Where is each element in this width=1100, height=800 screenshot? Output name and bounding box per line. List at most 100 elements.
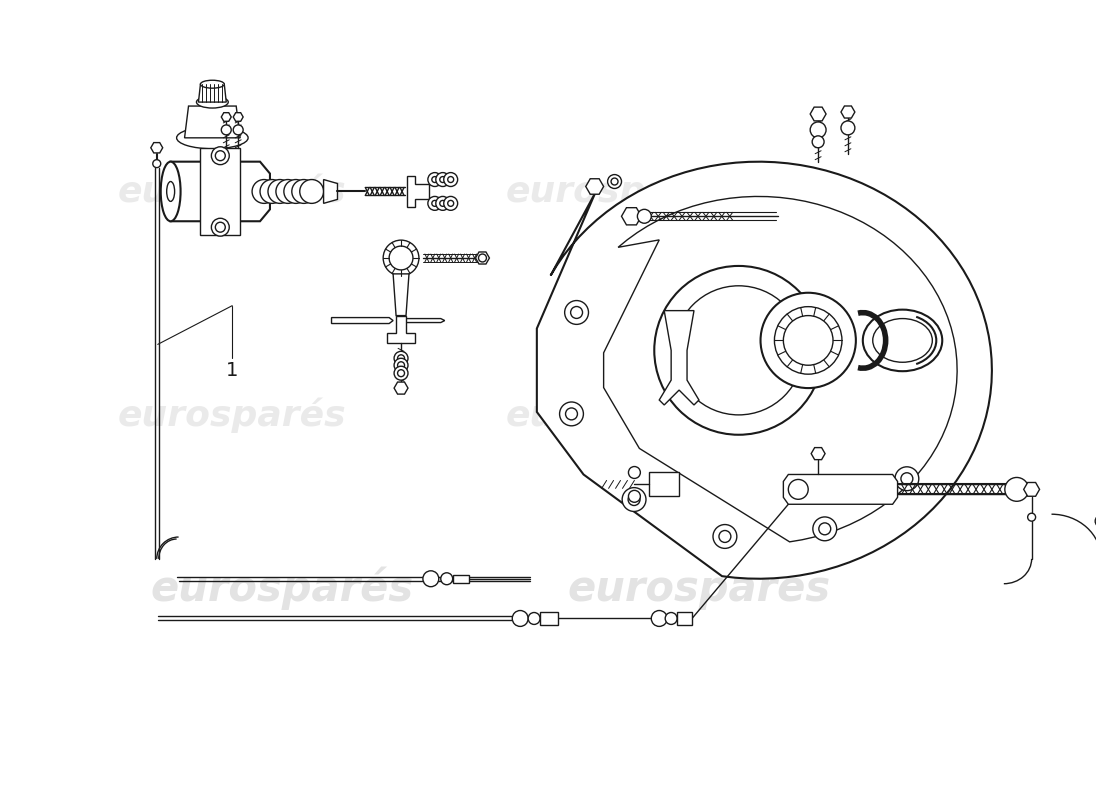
Circle shape bbox=[428, 173, 442, 186]
Circle shape bbox=[901, 473, 913, 485]
Text: eurosparés: eurosparés bbox=[568, 567, 830, 610]
Circle shape bbox=[564, 301, 589, 324]
Circle shape bbox=[397, 362, 405, 369]
Polygon shape bbox=[842, 106, 855, 118]
Bar bbox=[649, 473, 679, 496]
Circle shape bbox=[628, 490, 640, 502]
Circle shape bbox=[441, 573, 453, 585]
Circle shape bbox=[713, 525, 737, 548]
Circle shape bbox=[812, 136, 824, 148]
Circle shape bbox=[432, 200, 438, 206]
Circle shape bbox=[513, 610, 528, 626]
Text: eurosparés: eurosparés bbox=[505, 397, 734, 433]
Circle shape bbox=[789, 479, 808, 499]
Circle shape bbox=[211, 218, 229, 236]
Circle shape bbox=[666, 613, 678, 625]
Ellipse shape bbox=[161, 162, 180, 222]
Circle shape bbox=[284, 179, 308, 203]
Polygon shape bbox=[393, 274, 409, 315]
Circle shape bbox=[299, 179, 323, 203]
Circle shape bbox=[811, 122, 826, 138]
Circle shape bbox=[394, 351, 408, 366]
Circle shape bbox=[1027, 514, 1035, 521]
Polygon shape bbox=[331, 318, 393, 323]
Polygon shape bbox=[537, 162, 992, 578]
Circle shape bbox=[216, 222, 225, 232]
Text: eurosparés: eurosparés bbox=[505, 174, 734, 210]
Polygon shape bbox=[585, 178, 604, 194]
Circle shape bbox=[774, 306, 842, 374]
Circle shape bbox=[623, 488, 646, 511]
Circle shape bbox=[436, 173, 450, 186]
Circle shape bbox=[783, 315, 833, 366]
Polygon shape bbox=[475, 252, 490, 264]
Polygon shape bbox=[387, 315, 415, 343]
Circle shape bbox=[216, 150, 225, 161]
Ellipse shape bbox=[167, 182, 175, 202]
Circle shape bbox=[397, 370, 405, 377]
Circle shape bbox=[1096, 515, 1100, 527]
Circle shape bbox=[560, 402, 583, 426]
Circle shape bbox=[422, 571, 439, 586]
Polygon shape bbox=[621, 208, 641, 225]
Circle shape bbox=[612, 178, 618, 185]
Circle shape bbox=[895, 467, 918, 490]
Polygon shape bbox=[811, 107, 826, 121]
Circle shape bbox=[252, 179, 276, 203]
Circle shape bbox=[233, 125, 243, 135]
Circle shape bbox=[1004, 478, 1028, 502]
Polygon shape bbox=[233, 113, 243, 122]
Circle shape bbox=[818, 523, 830, 535]
Text: 1: 1 bbox=[226, 361, 239, 380]
Polygon shape bbox=[403, 318, 444, 322]
Circle shape bbox=[443, 197, 458, 210]
Circle shape bbox=[211, 146, 229, 165]
Polygon shape bbox=[151, 142, 163, 153]
Ellipse shape bbox=[197, 96, 229, 108]
Ellipse shape bbox=[177, 127, 249, 149]
Circle shape bbox=[394, 366, 408, 380]
Circle shape bbox=[637, 210, 651, 223]
Circle shape bbox=[440, 177, 446, 182]
Polygon shape bbox=[221, 113, 231, 122]
Circle shape bbox=[394, 358, 408, 372]
Ellipse shape bbox=[872, 318, 933, 362]
Circle shape bbox=[292, 179, 316, 203]
Circle shape bbox=[153, 160, 161, 168]
Circle shape bbox=[607, 174, 621, 189]
Text: eurosparés: eurosparés bbox=[118, 397, 346, 433]
Circle shape bbox=[651, 610, 668, 626]
Text: eurosparés: eurosparés bbox=[151, 567, 414, 610]
Circle shape bbox=[674, 286, 803, 415]
Circle shape bbox=[389, 246, 412, 270]
Circle shape bbox=[813, 517, 837, 541]
Polygon shape bbox=[185, 106, 240, 138]
Ellipse shape bbox=[862, 310, 943, 371]
Bar bbox=[540, 611, 558, 626]
Circle shape bbox=[260, 179, 284, 203]
Polygon shape bbox=[394, 382, 408, 394]
Circle shape bbox=[383, 240, 419, 276]
Polygon shape bbox=[407, 175, 429, 207]
Circle shape bbox=[760, 293, 856, 388]
Text: eurosparés: eurosparés bbox=[118, 174, 346, 210]
Circle shape bbox=[440, 200, 446, 206]
Circle shape bbox=[448, 200, 453, 206]
Circle shape bbox=[448, 177, 453, 182]
Circle shape bbox=[654, 266, 823, 434]
Polygon shape bbox=[323, 179, 338, 203]
Polygon shape bbox=[198, 84, 227, 102]
Bar bbox=[678, 611, 692, 626]
Ellipse shape bbox=[200, 80, 224, 88]
Polygon shape bbox=[659, 310, 698, 405]
Circle shape bbox=[565, 408, 578, 420]
Circle shape bbox=[221, 125, 231, 135]
Circle shape bbox=[276, 179, 300, 203]
Circle shape bbox=[478, 254, 486, 262]
Polygon shape bbox=[811, 448, 825, 460]
Circle shape bbox=[428, 197, 442, 210]
Circle shape bbox=[443, 173, 458, 186]
Circle shape bbox=[397, 355, 405, 362]
Circle shape bbox=[628, 494, 640, 506]
Circle shape bbox=[528, 613, 540, 625]
